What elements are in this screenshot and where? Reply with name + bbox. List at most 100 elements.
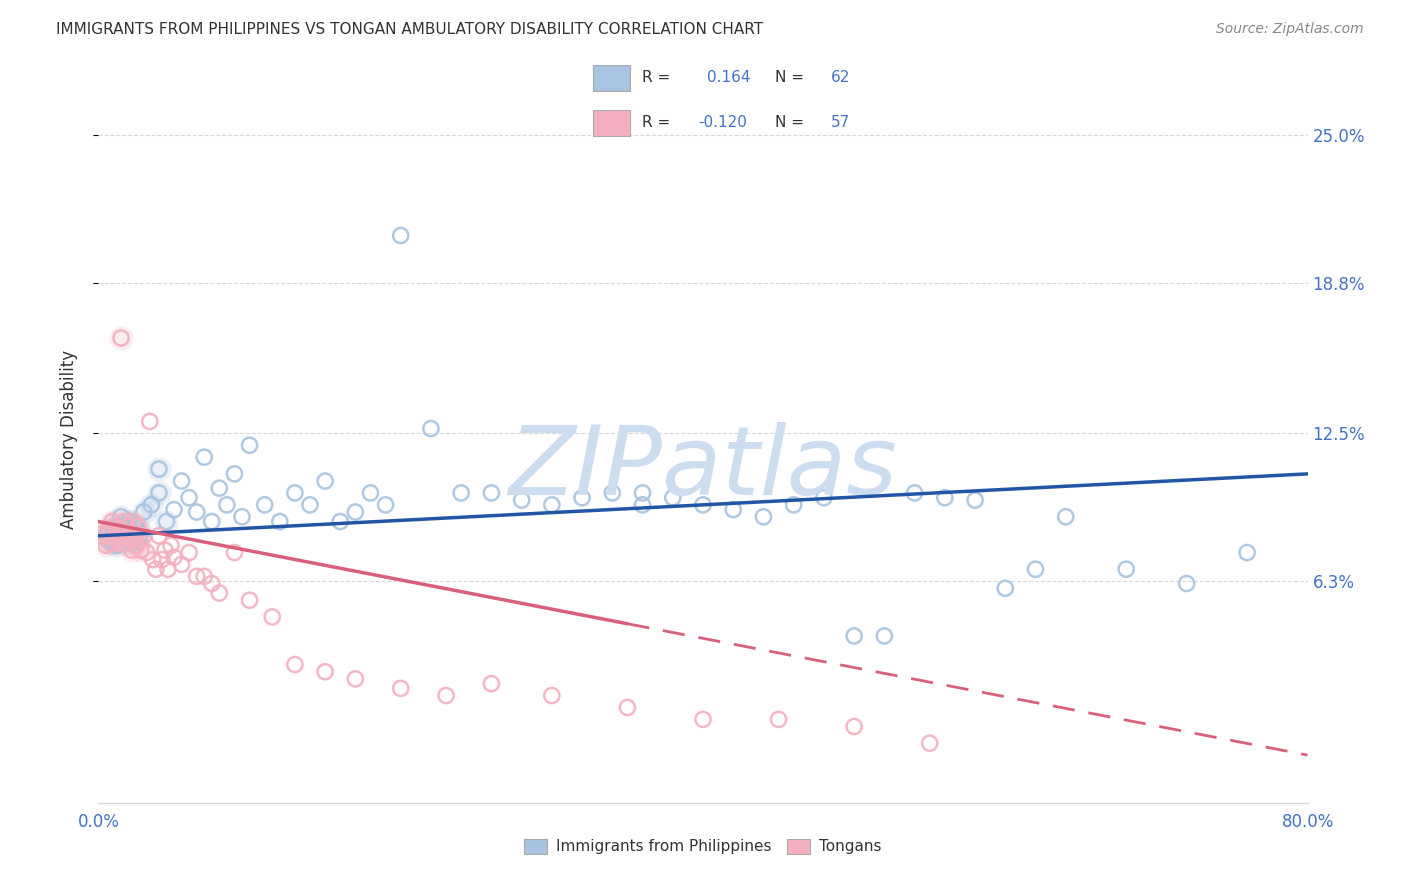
Point	[132, 505, 155, 519]
Point	[163, 550, 186, 565]
Point	[179, 491, 201, 505]
Point	[105, 538, 128, 552]
Point	[96, 529, 118, 543]
Point	[186, 505, 208, 519]
Point	[145, 562, 167, 576]
Point	[571, 491, 593, 505]
Point	[127, 519, 149, 533]
Point	[314, 474, 336, 488]
Point	[115, 519, 138, 533]
Point	[262, 610, 284, 624]
Point	[510, 493, 533, 508]
Point	[114, 526, 136, 541]
Point	[450, 486, 472, 500]
Point	[170, 558, 193, 572]
Point	[329, 515, 352, 529]
Point	[118, 515, 141, 529]
Point	[120, 526, 142, 541]
Point	[129, 543, 152, 558]
Point	[98, 522, 121, 536]
Point	[344, 505, 367, 519]
Point	[112, 515, 135, 529]
Text: N =: N =	[775, 115, 804, 130]
Point	[103, 522, 125, 536]
Point	[148, 486, 170, 500]
Point	[661, 491, 683, 505]
Point	[104, 519, 127, 533]
Point	[179, 545, 201, 559]
Point	[481, 486, 503, 500]
Point	[121, 536, 143, 550]
Point	[125, 519, 148, 533]
Point	[186, 569, 208, 583]
Point	[118, 515, 141, 529]
Point	[284, 657, 307, 672]
Point	[540, 689, 562, 703]
Point	[360, 486, 382, 500]
Point	[110, 509, 132, 524]
Point	[100, 533, 122, 548]
Point	[105, 538, 128, 552]
Point	[142, 552, 165, 566]
Point	[208, 481, 231, 495]
Point	[150, 552, 173, 566]
Point	[110, 331, 132, 345]
Point	[284, 486, 307, 500]
Point	[156, 562, 179, 576]
Point	[420, 421, 443, 435]
Point	[94, 529, 117, 543]
Point	[118, 529, 141, 543]
Point	[141, 498, 163, 512]
Point	[269, 515, 291, 529]
Point	[127, 519, 149, 533]
Point	[631, 498, 654, 512]
Point	[112, 515, 135, 529]
FancyBboxPatch shape	[593, 65, 630, 91]
Point	[132, 529, 155, 543]
Point	[129, 526, 152, 541]
Point	[602, 486, 624, 500]
Point	[94, 538, 117, 552]
Point	[100, 536, 122, 550]
Point	[103, 531, 125, 545]
Text: 0.164: 0.164	[707, 70, 751, 85]
Point	[114, 536, 136, 550]
Point	[118, 529, 141, 543]
Point	[239, 438, 262, 452]
Point	[918, 736, 941, 750]
Point	[873, 629, 896, 643]
Point	[94, 538, 117, 552]
Point	[125, 538, 148, 552]
Point	[125, 519, 148, 533]
Point	[1115, 562, 1137, 576]
Point	[155, 515, 177, 529]
Point	[98, 522, 121, 536]
Text: N =: N =	[775, 70, 804, 85]
Point	[692, 498, 714, 512]
Point	[481, 676, 503, 690]
Text: R =: R =	[643, 115, 671, 130]
Point	[96, 529, 118, 543]
Point	[103, 522, 125, 536]
Point	[1054, 509, 1077, 524]
Point	[723, 502, 745, 516]
Point	[215, 498, 238, 512]
Point	[129, 526, 152, 541]
Point	[201, 515, 224, 529]
Point	[125, 538, 148, 552]
Text: -0.120: -0.120	[697, 115, 747, 130]
Point	[128, 533, 150, 548]
Point	[103, 531, 125, 545]
Point	[121, 536, 143, 550]
Legend: Immigrants from Philippines, Tongans: Immigrants from Philippines, Tongans	[519, 833, 887, 861]
Point	[110, 331, 132, 345]
Point	[105, 526, 128, 541]
Point	[813, 491, 835, 505]
Point	[101, 515, 124, 529]
Point	[170, 474, 193, 488]
Point	[105, 526, 128, 541]
Point	[631, 486, 654, 500]
Point	[121, 543, 143, 558]
Point	[1236, 545, 1258, 559]
Point	[934, 491, 956, 505]
